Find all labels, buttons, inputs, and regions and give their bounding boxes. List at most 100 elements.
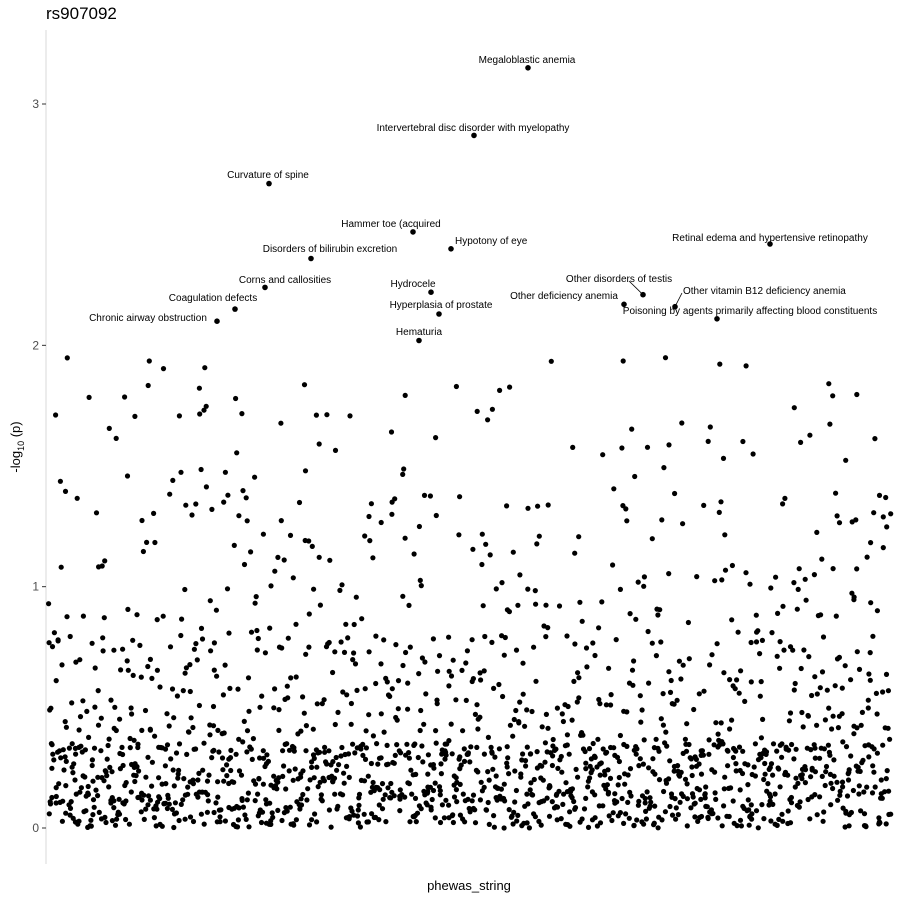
data-point: [147, 656, 153, 663]
data-point: [506, 771, 512, 777]
data-point: [145, 382, 151, 389]
data-point: [523, 763, 529, 769]
data-point: [59, 662, 65, 668]
data-point: [840, 784, 846, 790]
data-point: [388, 429, 395, 435]
data-point: [432, 815, 438, 821]
data-point: [727, 726, 733, 732]
data-point: [735, 629, 741, 635]
data-point: [207, 598, 213, 604]
data-point: [512, 799, 518, 805]
data-point: [258, 819, 265, 826]
data-point: [809, 692, 815, 699]
data-point: [152, 733, 158, 739]
data-point: [704, 804, 710, 810]
data-point: [525, 586, 531, 592]
data-point: [178, 801, 184, 808]
data-point: [225, 492, 231, 498]
data-point: [528, 780, 534, 786]
data-point: [524, 820, 530, 826]
data-point: [560, 718, 567, 725]
data-point: [72, 777, 78, 783]
data-point: [309, 817, 315, 823]
data-point: [517, 572, 523, 578]
data-point: [543, 602, 549, 608]
data-point: [545, 502, 551, 508]
data-point: [480, 603, 486, 609]
data-point: [888, 511, 894, 517]
data-point: [762, 760, 768, 767]
data-point: [439, 751, 445, 757]
data-point: [876, 819, 883, 825]
data-point: [392, 496, 398, 502]
data-point: [47, 801, 54, 807]
data-point: [871, 510, 877, 516]
data-point: [425, 752, 431, 758]
data-point: [690, 794, 696, 800]
data-point: [506, 609, 512, 615]
data-point: [211, 747, 217, 754]
data-point: [362, 686, 368, 692]
data-point: [213, 607, 219, 613]
data-point: [567, 823, 573, 829]
data-point: [213, 800, 219, 806]
data-point: [193, 501, 199, 507]
data-point: [737, 817, 744, 823]
data-point: [499, 580, 505, 586]
data-point: [389, 511, 395, 517]
data-point: [742, 698, 748, 705]
data-point: [240, 739, 246, 745]
data-point: [530, 792, 536, 798]
annotation-label: Hematuria: [396, 327, 443, 338]
data-point: [153, 823, 159, 829]
data-point: [791, 687, 797, 693]
data-point: [172, 800, 178, 806]
data-point: [887, 736, 893, 742]
data-point: [606, 665, 612, 671]
data-point: [534, 749, 540, 755]
data-point: [828, 802, 834, 808]
data-point: [169, 806, 175, 813]
annotated-point: [448, 246, 454, 252]
annotated-point: [262, 284, 268, 291]
data-point: [707, 662, 713, 668]
data-point: [655, 612, 661, 618]
data-point: [252, 781, 259, 787]
annotations: Megaloblastic anemia Intervertebral disc …: [89, 55, 877, 344]
data-point: [449, 751, 455, 757]
data-point: [712, 578, 718, 584]
data-point: [337, 587, 343, 594]
data-point: [340, 689, 346, 695]
data-point: [252, 798, 258, 804]
data-point: [423, 691, 429, 697]
data-point: [884, 768, 890, 774]
data-point: [430, 636, 436, 642]
data-point: [98, 715, 104, 721]
data-point: [328, 824, 334, 830]
data-point: [478, 677, 484, 683]
data-point: [335, 709, 341, 716]
data-point: [275, 779, 281, 785]
data-point: [770, 801, 776, 808]
data-point: [689, 772, 695, 779]
data-point: [181, 776, 187, 782]
data-point: [696, 691, 702, 697]
data-point: [154, 617, 160, 623]
data-point: [472, 711, 478, 718]
data-point: [707, 424, 713, 430]
data-point: [870, 633, 876, 639]
annotation-leader: [674, 292, 683, 307]
data-point: [579, 816, 585, 822]
data-point: [198, 625, 205, 632]
data-point: [179, 616, 185, 622]
x-axis-title: phewas_string: [427, 878, 511, 893]
data-point: [752, 773, 759, 779]
data-point: [341, 780, 347, 786]
data-point: [379, 806, 386, 812]
data-point: [139, 797, 145, 803]
data-point: [301, 382, 308, 388]
data-point: [700, 752, 707, 758]
data-point: [684, 781, 690, 787]
data-point: [848, 677, 854, 683]
data-point: [450, 812, 456, 818]
